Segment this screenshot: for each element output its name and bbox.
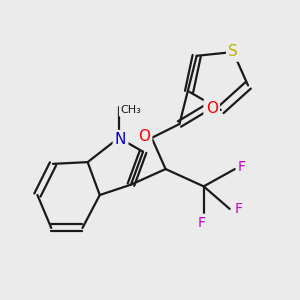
Text: O: O bbox=[206, 101, 218, 116]
Text: N: N bbox=[115, 132, 126, 147]
Text: S: S bbox=[228, 44, 238, 59]
Text: O: O bbox=[138, 129, 150, 144]
Text: CH₃: CH₃ bbox=[121, 105, 141, 115]
Text: F: F bbox=[238, 160, 246, 174]
Text: F: F bbox=[234, 202, 242, 216]
Text: F: F bbox=[198, 216, 206, 230]
